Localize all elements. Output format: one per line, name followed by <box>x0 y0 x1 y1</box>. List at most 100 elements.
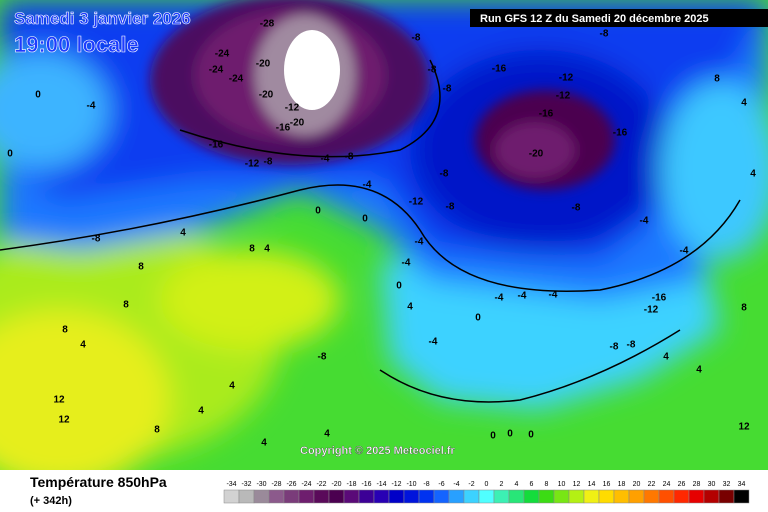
field-warm <box>160 250 340 350</box>
legend-tick-label: 24 <box>663 481 671 488</box>
contour-label: 0 <box>528 430 534 441</box>
legend-swatch <box>448 489 465 504</box>
contour-label: -8 <box>92 234 101 245</box>
legend-tick-label: -2 <box>468 481 474 488</box>
contour-label: -24 <box>209 65 224 76</box>
valid-date: Samedi 3 janvier 2026 <box>14 9 191 28</box>
legend-tick-label: 34 <box>738 481 746 488</box>
contour-label: -4 <box>87 101 96 112</box>
contour-labels: -28-24-24-24-20-20-12-20-16-16-12 -8 -4 -8-… <box>7 11 756 449</box>
contour-label: -4 <box>549 290 558 301</box>
legend-swatch <box>433 489 450 504</box>
contour-label: -16 <box>492 64 507 75</box>
contour-label: 4 <box>229 381 235 392</box>
contour-label: 12 <box>738 422 750 433</box>
contour-label: -16 <box>613 128 628 139</box>
contour-label: -4 <box>429 337 438 348</box>
field-cold <box>660 80 768 260</box>
contour-label: -8 <box>572 203 581 214</box>
legend-swatch <box>463 489 480 504</box>
contour-label: 0 <box>490 431 496 442</box>
contour-label: 8 <box>62 325 68 336</box>
contour-label: -16 <box>209 140 224 151</box>
legend-tick-label: -6 <box>438 481 444 488</box>
legend-swatch <box>718 489 735 504</box>
legend-tick-label: -10 <box>406 481 416 488</box>
contour-label: -12 <box>285 103 300 114</box>
contour-label: -20 <box>529 149 544 160</box>
legend-tick-label: -16 <box>361 481 371 488</box>
contour-label: -4 <box>363 180 372 191</box>
contour-label: -4 <box>321 154 330 165</box>
legend-swatch <box>343 489 360 504</box>
legend-tick-label: 18 <box>618 481 626 488</box>
contour-label: -12 <box>245 159 260 170</box>
legend-swatch <box>358 489 375 504</box>
legend-swatch <box>523 489 540 504</box>
legend-swatch <box>568 489 585 504</box>
legend-swatch <box>388 489 405 504</box>
contour-label: -8 <box>600 29 609 40</box>
field-warm <box>0 310 170 490</box>
contour-label: 0 <box>362 214 368 225</box>
contour-label: -8 <box>318 352 327 363</box>
contour-label: -8 <box>610 342 619 353</box>
legend-tick-label: -26 <box>286 481 296 488</box>
contour-label: 4 <box>198 406 204 417</box>
contour-label: -24 <box>215 49 230 60</box>
contour-label: -28 <box>260 19 275 30</box>
legend-swatch <box>553 489 570 504</box>
legend-tick-label: 20 <box>633 481 641 488</box>
contour-label: 4 <box>750 169 756 180</box>
contour-label: 4 <box>80 340 86 351</box>
legend-tick-label: 0 <box>485 481 489 488</box>
legend-swatch <box>223 489 240 504</box>
legend-swatch <box>403 489 420 504</box>
contour-label: 0 <box>315 206 321 217</box>
legend-tick-label: 12 <box>573 481 581 488</box>
legend-swatch <box>478 489 495 504</box>
legend-tick-label: -14 <box>376 481 386 488</box>
contour-label: -4 <box>402 258 411 269</box>
contour-label: 4 <box>696 365 702 376</box>
legend-tick-label: 26 <box>678 481 686 488</box>
isotherm <box>179 59 441 158</box>
contour-label: -4 <box>518 291 527 302</box>
contour-label: 8 <box>249 244 255 255</box>
legend-tick-label: 16 <box>603 481 611 488</box>
legend-tick-label: 2 <box>500 481 504 488</box>
contour-label: 12 <box>53 395 65 406</box>
field-very-cold <box>495 122 575 178</box>
contour-label: -8 <box>264 157 273 168</box>
legend-swatch <box>328 489 345 504</box>
contour-label: -4 <box>680 246 689 257</box>
contour-label: -8 <box>443 84 452 95</box>
legend-tick-label: -20 <box>331 481 341 488</box>
legend-swatch <box>508 489 525 504</box>
contour-label: -16 <box>539 109 554 120</box>
legend-swatch <box>238 489 255 504</box>
legend-swatch <box>373 489 390 504</box>
contour-label: 0 <box>475 313 481 324</box>
contour-label: 4 <box>264 244 270 255</box>
contour-label: -12 <box>409 197 424 208</box>
contour-label: 0 <box>35 90 41 101</box>
contour-label: -8 <box>440 169 449 180</box>
legend-swatch <box>703 489 720 504</box>
legend-tick-label: 32 <box>723 481 731 488</box>
parameter-title: Température 850hPa <box>30 474 167 490</box>
legend-swatch <box>313 489 330 504</box>
legend-swatch <box>283 489 300 504</box>
legend-swatch <box>733 489 750 504</box>
isotherm <box>0 184 741 292</box>
legend-tick-label: -32 <box>241 481 251 488</box>
run-bar <box>470 9 768 27</box>
contour-label: -8 <box>412 33 421 44</box>
contour-label: -8 <box>627 340 636 351</box>
contour-label: -4 <box>415 237 424 248</box>
legend-swatch <box>643 489 660 504</box>
legend-tick-label: -24 <box>301 481 311 488</box>
contour-label: -12 <box>559 73 574 84</box>
contour-label: 8 <box>154 425 160 436</box>
